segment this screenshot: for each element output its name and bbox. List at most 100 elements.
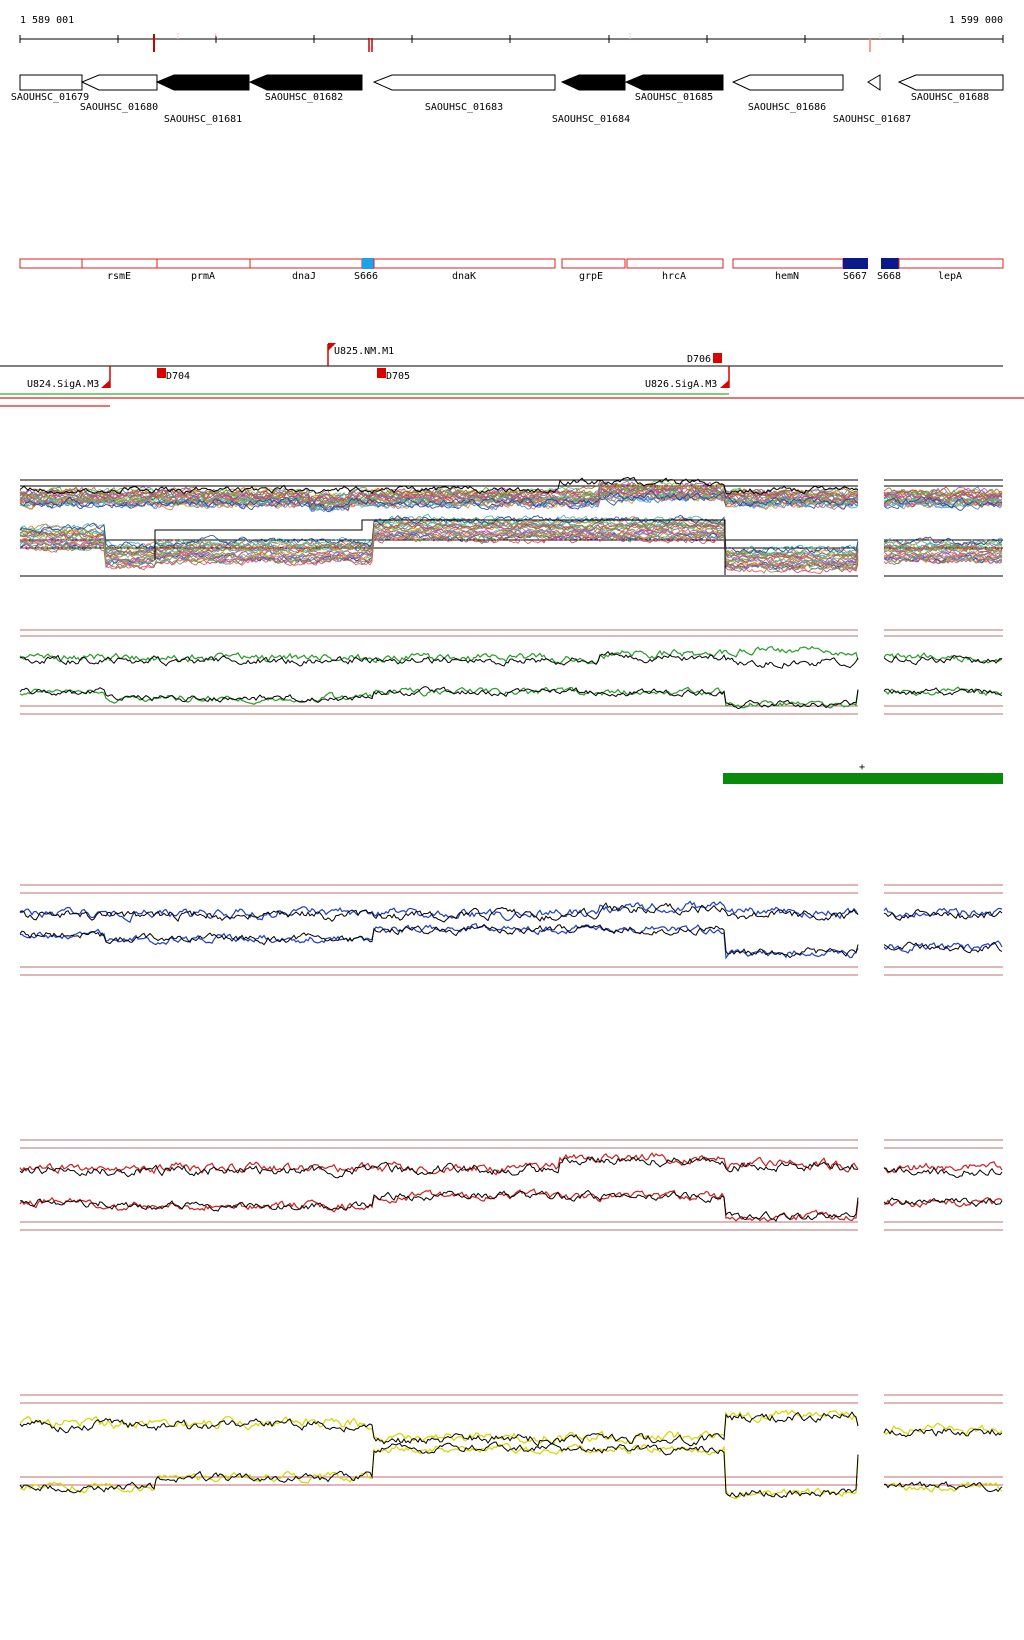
profile-line xyxy=(19,1188,859,1223)
feature-box-grpE[interactable] xyxy=(561,258,626,269)
gene-arrow-01679[interactable] xyxy=(19,74,83,91)
profile-line xyxy=(883,652,1003,664)
profile-line xyxy=(19,476,859,495)
feature-label: grpE xyxy=(579,271,603,282)
profile-line xyxy=(883,1481,1003,1493)
profile-line xyxy=(883,687,1003,697)
profile-line xyxy=(19,650,859,669)
profile-line xyxy=(19,480,859,505)
promoter-flag[interactable] xyxy=(101,380,110,388)
gene-arrow-01682[interactable] xyxy=(248,74,363,91)
feature-box-lepA[interactable] xyxy=(898,258,1004,269)
profile-line xyxy=(883,497,1003,509)
feature-box-prmA[interactable] xyxy=(156,258,251,269)
gene-label: SAOUHSC_01679 xyxy=(11,92,89,103)
promoter-label: U824.SigA.M3 xyxy=(27,379,99,390)
profile-line xyxy=(883,908,1003,921)
gene-arrow-01685[interactable] xyxy=(624,74,724,91)
profile-line xyxy=(883,551,1003,562)
feature-label: S667 xyxy=(843,271,867,282)
profile-line xyxy=(19,1411,859,1447)
region-bar[interactable] xyxy=(723,773,1003,784)
feature-box-S668[interactable] xyxy=(881,258,899,269)
profile-line xyxy=(19,1409,859,1445)
profile-line xyxy=(19,1152,859,1176)
gene-label: SAOUHSC_01681 xyxy=(164,114,242,125)
terminator-label: D705 xyxy=(386,371,410,382)
gene-arrow-01680[interactable] xyxy=(80,74,158,91)
profile-line xyxy=(883,551,1003,563)
feature-box-S666[interactable] xyxy=(362,258,374,269)
ruler-end-label: 1 599 000 xyxy=(949,15,1003,26)
feature-label: dnaJ xyxy=(292,271,316,282)
expression-panel-yellow xyxy=(19,1394,1003,1500)
profile-line xyxy=(883,940,1003,954)
regulatory-track: U825.NM.M1 U824.SigA.M3 U826.SigA.M3 D70… xyxy=(0,343,1024,407)
feature-box-rsmE[interactable] xyxy=(81,258,158,269)
feature-box[interactable] xyxy=(19,258,83,269)
feature-label: prmA xyxy=(191,271,215,282)
feature-label: lepA xyxy=(938,271,962,282)
feature-box-S667[interactable] xyxy=(843,258,868,269)
terminator-mark[interactable] xyxy=(713,353,722,363)
profile-line xyxy=(19,1189,859,1222)
gene-arrow-01681[interactable] xyxy=(155,74,250,91)
gene-label: SAOUHSC_01686 xyxy=(748,102,826,113)
gene-arrow-01688[interactable] xyxy=(897,74,1004,91)
expression-panel-red xyxy=(19,1139,1003,1231)
feature-box-dnaJ[interactable] xyxy=(249,258,363,269)
profile-line xyxy=(19,1442,859,1500)
expression-panel-multi xyxy=(19,476,1003,577)
gene-label: SAOUHSC_01680 xyxy=(80,102,158,113)
profile-line xyxy=(883,494,1003,508)
gene-label: SAOUHSC_01684 xyxy=(552,114,630,125)
feature-box-hrcA[interactable] xyxy=(626,258,724,269)
promoter-flag[interactable] xyxy=(720,380,729,388)
promoter-flag[interactable] xyxy=(328,343,336,351)
profile-line xyxy=(19,483,859,505)
gene-label: SAOUHSC_01688 xyxy=(911,92,989,103)
profile-line xyxy=(883,543,1003,553)
profile-line xyxy=(19,1441,859,1499)
feature-track: rsmE prmA dnaJ S666 dnaK grpE hrcA hemN … xyxy=(19,258,1004,282)
profile-line xyxy=(19,522,859,563)
profile-line xyxy=(883,1480,1003,1493)
profile-line xyxy=(883,493,1003,504)
terminator-mark[interactable] xyxy=(157,368,166,378)
gene-arrow-01686[interactable] xyxy=(731,74,844,91)
profile-line xyxy=(883,536,1003,546)
profile-line xyxy=(19,1156,859,1179)
ruler-start-label: 1 589 001 xyxy=(20,15,74,26)
gene-arrow-01684[interactable] xyxy=(560,74,626,91)
profile-line xyxy=(883,496,1003,509)
gene-arrow-01683[interactable] xyxy=(372,74,556,91)
feature-box-hemN[interactable] xyxy=(732,258,844,269)
gene-arrow-01687[interactable] xyxy=(867,74,881,91)
profile-line xyxy=(19,488,859,509)
profile-line xyxy=(19,528,859,569)
feature-label: rsmE xyxy=(107,271,131,282)
profile-line xyxy=(19,490,859,513)
profile-line xyxy=(883,551,1003,560)
profile-line xyxy=(883,496,1003,507)
feature-label: hemN xyxy=(775,271,799,282)
profile-line xyxy=(883,544,1003,554)
expression-panel-summary xyxy=(19,629,1003,715)
coordinate-ruler: 1 589 001 1 599 000 xyxy=(19,15,1004,52)
profile-line xyxy=(883,654,1003,666)
profile-line xyxy=(19,533,859,575)
profile-line xyxy=(883,491,1003,503)
profile-line xyxy=(19,482,859,504)
feature-box-dnaK[interactable] xyxy=(373,258,556,269)
terminator-mark[interactable] xyxy=(377,368,386,378)
profile-line xyxy=(883,1166,1003,1178)
gene-track: SAOUHSC_01679 SAOUHSC_01680 SAOUHSC_0168… xyxy=(11,74,1004,125)
feature-label: S666 xyxy=(354,271,378,282)
feature-label: hrcA xyxy=(662,271,686,282)
region-track: + xyxy=(723,762,1003,784)
profile-line xyxy=(883,907,1003,918)
profile-line xyxy=(19,900,859,924)
profile-line xyxy=(19,902,859,923)
profile-line xyxy=(883,540,1003,550)
